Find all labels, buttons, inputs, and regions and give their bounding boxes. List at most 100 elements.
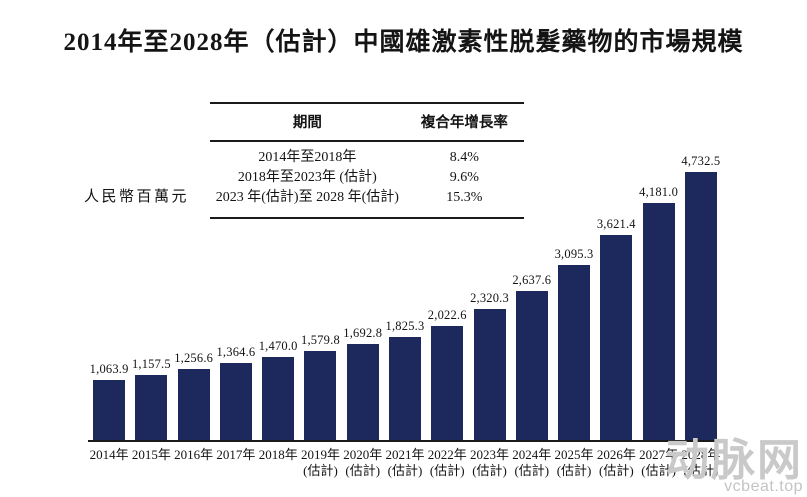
table-row: 2018年至2023年 (估計) 9.6% <box>210 168 524 188</box>
bar-value-label: 1,692.8 <box>343 326 383 341</box>
bar-value-label: 4,732.5 <box>681 154 721 168</box>
bar-value-label: 3,095.3 <box>554 246 594 261</box>
bar <box>346 344 379 440</box>
x-axis-estimate-note: (估計) <box>514 462 550 478</box>
x-axis-tick-label: 2028年 (估計) <box>680 442 722 478</box>
x-axis-year: 2014年 <box>89 447 129 462</box>
x-axis-estimate-note: (估計) <box>556 462 592 478</box>
bar-group: 1,825.3 <box>384 319 426 440</box>
bar-group: 3,095.3 <box>553 247 595 440</box>
x-axis-year: 2025年 <box>554 447 594 462</box>
watermark: 动脉网 vcbeat.top <box>665 435 803 495</box>
bar-value-label: 3,621.4 <box>596 216 636 231</box>
chart-title: 2014年至2028年（估計）中國雄激素性脱髮藥物的市場規模 <box>63 29 744 56</box>
x-axis-year: 2021年 <box>385 447 425 462</box>
cagr-table-header-row: 期間 複合年增長率 <box>210 104 524 142</box>
bar-value-label: 1,825.3 <box>385 318 425 333</box>
bar-group: 1,364.6 <box>215 345 257 440</box>
period-cell: 2023 年(估計)至 2028 年(估計) <box>215 190 399 205</box>
x-axis-year: 2023年 <box>470 447 510 462</box>
table-row: 2014年至2018年 8.4% <box>210 148 524 168</box>
bar-value-label: 4,181.0 <box>639 185 679 200</box>
cagr-table-header-period: 期間 <box>292 115 322 131</box>
bar <box>304 350 337 440</box>
cagr-table: 期間 複合年增長率 2014年至2018年 8.4% 2018年至2023年 (… <box>210 102 524 219</box>
plot-area: 1,063.9 1,157.5 1,256.6 1,364.6 1,470.0 1,579… <box>88 154 722 442</box>
x-axis-estimate-note: (估計) <box>429 462 465 478</box>
bar <box>558 264 591 440</box>
x-axis-year: 2027年 <box>639 447 679 462</box>
period-cell: 2014年至2018年 <box>258 150 357 165</box>
bar-group: 2,022.6 <box>426 307 468 440</box>
x-axis-tick-label: 2026年 (估計) <box>595 442 637 478</box>
watermark-site: vcbeat.top <box>724 478 803 495</box>
x-axis-year: 2026年 <box>596 447 636 462</box>
x-axis-tick-label: 2027年 (估計) <box>637 442 679 478</box>
x-axis-year: 2017年 <box>216 447 256 462</box>
x-axis-tick-label: 2021年 (估計) <box>384 442 426 478</box>
x-axis-estimate-note: (估計) <box>472 462 507 478</box>
x-axis-tick-label: 2019年 (估計) <box>299 442 341 478</box>
x-axis-year: 2019年 <box>300 447 340 462</box>
x-axis-tick-label: 2024年 (估計) <box>511 442 553 478</box>
bar-value-label: 1,256.6 <box>174 350 214 365</box>
x-axis-year: 2015年 <box>131 447 171 462</box>
period-cell: 2018年至2023年 (估計) <box>237 170 377 185</box>
x-axis-tick-label: 2017年 <box>215 442 257 478</box>
x-axis-estimate-note: (估計) <box>598 462 634 478</box>
bar-value-label: 1,364.6 <box>216 344 256 359</box>
bar-group: 4,732.5 <box>680 154 722 440</box>
bar <box>262 356 295 440</box>
bar <box>388 336 421 440</box>
x-axis-tick-label: 2023年 (估計) <box>468 442 510 478</box>
bar-group: 1,579.8 <box>299 332 341 440</box>
bar <box>219 362 252 440</box>
bar <box>600 234 633 440</box>
x-axis-tick-label: 2022年 (估計) <box>426 442 468 478</box>
bar-group: 1,692.8 <box>342 326 384 440</box>
bar-value-label: 1,063.9 <box>89 361 129 376</box>
x-axis-estimate-note: (估計) <box>641 462 676 478</box>
cagr-table-body: 2014年至2018年 8.4% 2018年至2023年 (估計) 9.6% 2… <box>210 142 524 217</box>
x-axis-tick-label: 2025年 (估計) <box>553 442 595 478</box>
bar-value-label: 1,579.8 <box>301 332 340 347</box>
bar-chart: 1,063.9 1,157.5 1,256.6 1,364.6 1,470.0 1,579… <box>88 154 722 478</box>
x-axis-tick-label: 2016年 <box>173 442 215 478</box>
bar-value-label: 1,470.0 <box>258 338 298 353</box>
bar <box>135 374 168 440</box>
x-axis-tick-label: 2015年 <box>130 442 172 478</box>
x-axis-tick-label: 2018年 <box>257 442 299 478</box>
x-axis-estimate-note: (估計) <box>387 462 423 478</box>
bar-group: 3,621.4 <box>595 217 637 440</box>
bar <box>473 308 506 440</box>
x-axis-tick-label: 2014年 <box>88 442 130 478</box>
table-row: 2023 年(估計)至 2028 年(估計) 15.3% <box>210 188 524 208</box>
bar-group: 1,256.6 <box>173 351 215 440</box>
bar-group: 1,470.0 <box>257 339 299 440</box>
cagr-cell: 15.3% <box>446 190 483 205</box>
x-axis-year: 2020年 <box>343 447 383 462</box>
cagr-cell: 9.6% <box>449 170 479 185</box>
bar <box>177 368 210 440</box>
bar-value-label: 2,637.6 <box>512 272 552 287</box>
x-axis-tick-label: 2020年 (估計) <box>342 442 384 478</box>
x-axis-estimate-note: (估計) <box>345 462 381 478</box>
x-axis-labels: 2014年 2015年 2016年 2017年 2018年 2019年 (估計) 2020年(… <box>88 442 722 478</box>
bar-value-label: 1,157.5 <box>131 356 171 371</box>
cagr-table-header-cagr: 複合年增長率 <box>420 115 508 131</box>
bar-group: 1,157.5 <box>130 356 172 440</box>
bar-value-label: 2,022.6 <box>427 307 467 322</box>
x-axis-year: 2024年 <box>512 447 552 462</box>
x-axis-year: 2018年 <box>258 447 298 462</box>
bar-group: 2,320.3 <box>468 291 510 440</box>
bar-value-label: 2,320.3 <box>470 290 509 305</box>
bar <box>684 172 717 440</box>
watermark-logo: 动脉网 <box>665 435 803 485</box>
bar <box>431 325 464 440</box>
bar <box>642 203 675 440</box>
cagr-cell: 8.4% <box>449 150 479 165</box>
bar-group: 1,063.9 <box>88 362 130 440</box>
x-axis-year: 2028年 <box>681 447 721 462</box>
y-axis-unit-label: 人民幣百萬元 <box>84 189 190 205</box>
